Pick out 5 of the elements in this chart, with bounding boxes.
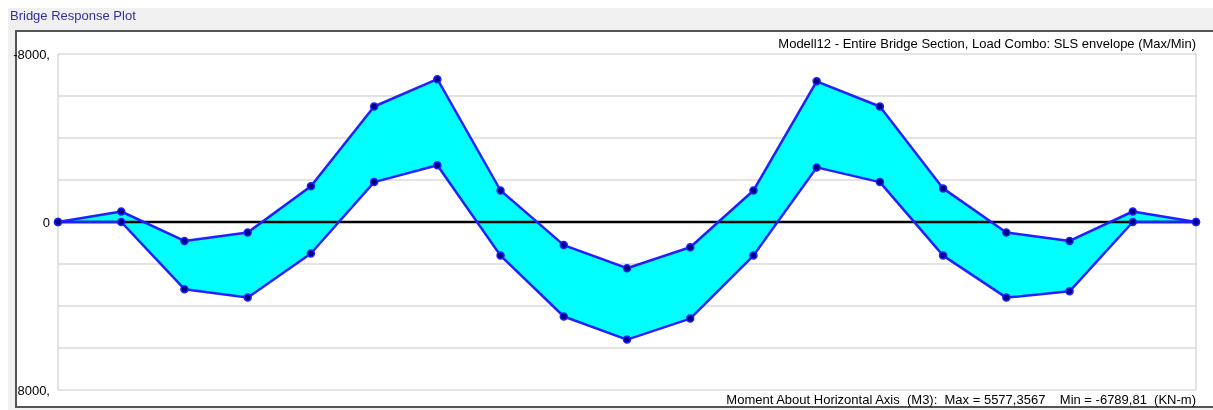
y-tick-label: 0 bbox=[42, 214, 50, 230]
chart-title: Bridge Response Plot bbox=[10, 8, 136, 23]
y-tick-label: 8000, bbox=[17, 382, 50, 398]
text: Moment About Horizontal Axis (M3): Max = 5577,3567 Min = -6789,81 (KN-m) bbox=[726, 392, 1196, 407]
chart-subtitle: Modell12 - Entire Bridge Section, Load Combo: SLS envelope (Max/Min) bbox=[778, 36, 1196, 51]
